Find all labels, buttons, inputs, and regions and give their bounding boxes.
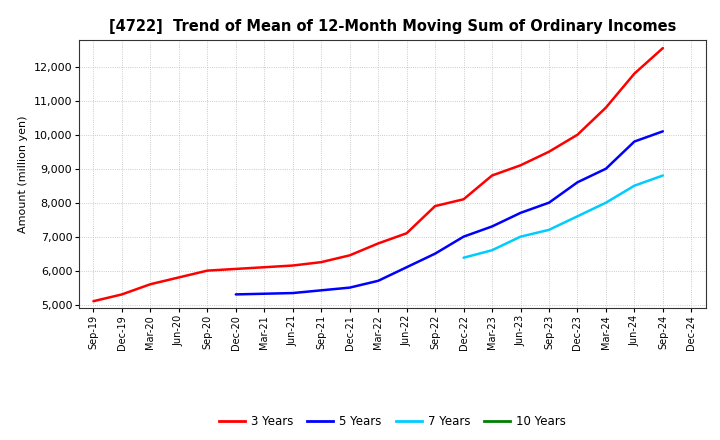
7 Years xyxy=(659,173,667,178)
Line: 3 Years: 3 Years xyxy=(94,48,663,301)
3 Years xyxy=(431,203,439,209)
3 Years xyxy=(516,163,525,168)
5 Years xyxy=(374,278,382,283)
3 Years xyxy=(402,231,411,236)
5 Years xyxy=(289,290,297,296)
7 Years xyxy=(516,234,525,239)
5 Years xyxy=(630,139,639,144)
3 Years xyxy=(545,149,554,154)
5 Years xyxy=(573,180,582,185)
3 Years xyxy=(117,292,126,297)
3 Years xyxy=(317,260,325,265)
3 Years xyxy=(203,268,212,273)
7 Years xyxy=(602,200,611,205)
5 Years xyxy=(459,234,468,239)
3 Years xyxy=(174,275,183,280)
3 Years xyxy=(346,253,354,258)
7 Years xyxy=(573,214,582,219)
3 Years xyxy=(459,197,468,202)
Title: [4722]  Trend of Mean of 12-Month Moving Sum of Ordinary Incomes: [4722] Trend of Mean of 12-Month Moving … xyxy=(109,19,676,34)
3 Years xyxy=(260,264,269,270)
3 Years xyxy=(89,299,98,304)
5 Years xyxy=(545,200,554,205)
Line: 7 Years: 7 Years xyxy=(464,176,663,258)
5 Years xyxy=(402,264,411,270)
3 Years xyxy=(374,241,382,246)
3 Years xyxy=(573,132,582,137)
5 Years xyxy=(232,292,240,297)
3 Years xyxy=(602,105,611,110)
7 Years xyxy=(630,183,639,188)
7 Years xyxy=(545,227,554,232)
7 Years xyxy=(487,248,496,253)
3 Years xyxy=(146,282,155,287)
5 Years xyxy=(317,288,325,293)
3 Years xyxy=(289,263,297,268)
Y-axis label: Amount (million yen): Amount (million yen) xyxy=(18,115,28,233)
5 Years xyxy=(516,210,525,216)
5 Years xyxy=(659,128,667,134)
3 Years xyxy=(630,71,639,76)
Line: 5 Years: 5 Years xyxy=(236,131,663,294)
Legend: 3 Years, 5 Years, 7 Years, 10 Years: 3 Years, 5 Years, 7 Years, 10 Years xyxy=(214,411,571,433)
3 Years xyxy=(659,45,667,51)
5 Years xyxy=(346,285,354,290)
7 Years xyxy=(459,255,468,260)
3 Years xyxy=(487,173,496,178)
5 Years xyxy=(431,251,439,256)
5 Years xyxy=(602,166,611,171)
5 Years xyxy=(487,224,496,229)
3 Years xyxy=(232,266,240,271)
5 Years xyxy=(260,291,269,297)
